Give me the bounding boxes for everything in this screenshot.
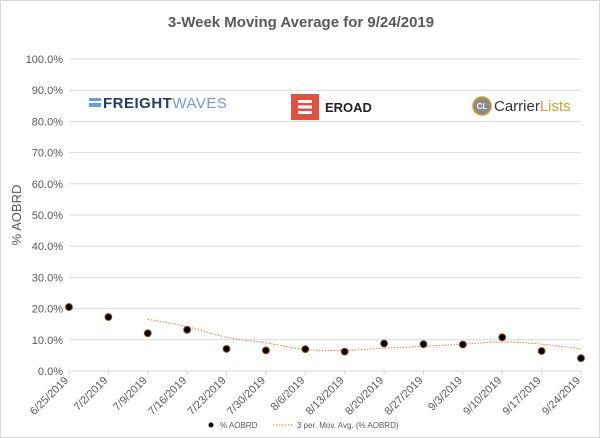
legend-label-moving-average: 3 per. Mov. Avg. (% AOBRD) (297, 421, 399, 430)
eroad-logo: EROAD (291, 94, 372, 120)
eroad-mark-bar-top (298, 100, 312, 103)
eroad-wordmark: EROAD (325, 100, 372, 115)
eroad-mark-bar-mid (298, 105, 312, 109)
x-tick-label: 7/16/2019 (146, 375, 189, 418)
freightwaves-wordmark: FREIGHTWAVES (103, 95, 227, 112)
freightwaves-word-waves: WAVES (172, 95, 227, 112)
data-point (458, 340, 467, 349)
y-tick-label: 40.0% (32, 241, 63, 253)
freightwaves-mark-stripe (89, 101, 101, 103)
x-tick-label: 7/23/2019 (186, 375, 229, 418)
legend: % AOBRD 3 per. Mov. Avg. (% AOBRD) (208, 421, 399, 430)
gridlines (69, 58, 581, 372)
carrierlists-logo: CL CarrierLists (472, 96, 571, 116)
moving-average-line (147, 318, 582, 352)
data-point (380, 339, 388, 348)
carrierlists-badge-text: CL (477, 102, 488, 111)
data-point (577, 354, 585, 363)
x-tick-label: 8/20/2019 (343, 375, 386, 418)
x-tick-label: 7/30/2019 (225, 375, 268, 418)
y-tick-label: 70.0% (32, 148, 63, 160)
series-moving-average (147, 318, 582, 352)
series-aobrd (65, 303, 585, 363)
y-tick-label: 60.0% (32, 179, 63, 191)
x-tick-label: 7/2/2019 (72, 375, 111, 414)
legend-label-aobrd: % AOBRD (220, 421, 258, 430)
data-point (104, 313, 113, 321)
y-tick-label: 50.0% (32, 210, 63, 222)
x-tick-label: 8/6/2019 (269, 375, 308, 414)
data-point (537, 347, 546, 355)
carrierlists-word-lists: Lists (540, 98, 571, 115)
x-tick-label: 9/24/2019 (540, 375, 583, 418)
data-point (143, 329, 152, 338)
y-tick-label: 90.0% (32, 85, 63, 97)
y-tick-label: 30.0% (32, 272, 63, 284)
y-axis-ticks: 0.0% 10.0% 20.0% 30.0% 40.0% 50.0% 60.0% 70.0% 8… (26, 54, 64, 378)
data-point (65, 303, 73, 311)
carrierlists-wordmark: CarrierLists (494, 98, 571, 115)
y-tick-label: 20.0% (32, 304, 63, 316)
y-tick-label: 100.0% (26, 54, 64, 66)
legend-marker-aobrd (208, 422, 214, 428)
x-axis-ticks: 6/25/2019 7/2/2019 7/9/20197/16/20197/23/2… (28, 371, 583, 418)
x-tick-label: 9/3/2019 (426, 375, 465, 414)
chart-title: 3-Week Moving Average for 9/24/2019 (168, 14, 434, 31)
y-tick-label: 0.0% (38, 366, 63, 378)
data-point (419, 340, 428, 349)
data-point (262, 346, 270, 355)
freightwaves-logo: FREIGHTWAVES (89, 95, 227, 112)
data-point (222, 344, 231, 353)
x-tick-label: 6/25/2019 (28, 375, 71, 418)
x-tick-label: 9/10/2019 (461, 375, 504, 418)
x-tick-label: 8/27/2019 (382, 375, 425, 418)
freightwaves-word-freight: FREIGHT (103, 95, 172, 112)
y-axis-label: % AOBRD (9, 185, 24, 246)
carrierlists-badge-icon (472, 96, 492, 116)
y-tick-label: 80.0% (32, 116, 63, 128)
y-tick-label: 10.0% (32, 335, 63, 347)
data-point (183, 325, 192, 334)
eroad-mark-bar-bottom (298, 111, 312, 114)
x-tick-label: 7/9/2019 (111, 375, 150, 414)
data-point (340, 347, 349, 356)
data-point (498, 333, 507, 342)
data-point (301, 345, 310, 354)
x-tick-label: 9/17/2019 (501, 375, 544, 418)
x-tick-label: 8/13/2019 (304, 375, 347, 418)
carrierlists-word-carrier: Carrier (494, 98, 540, 115)
